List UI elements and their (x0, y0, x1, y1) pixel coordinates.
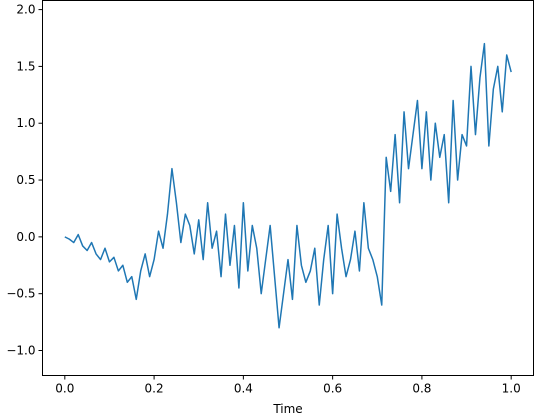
x-tick-label: 0.8 (412, 382, 431, 396)
plot-area (64, 42, 512, 329)
y-tick-label: 0.0 (16, 230, 35, 244)
y-tick-label: 2.0 (16, 3, 35, 17)
y-tick-label: 1.0 (16, 116, 35, 130)
y-tick-label: −0.5 (6, 287, 35, 301)
axes-frame (42, 0, 534, 376)
x-axis: 0.0 0.2 0.4 0.6 0.8 1.0 (55, 375, 521, 396)
x-tick-label: 0.6 (323, 382, 342, 396)
x-axis-title: Time (272, 402, 302, 416)
x-tick-label: 0.0 (55, 382, 74, 396)
y-tick-label: 1.5 (16, 59, 35, 73)
x-tick-label: 0.4 (234, 382, 253, 396)
y-axis: −1.0 −0.5 0.0 0.5 1.0 1.5 2.0 (6, 3, 43, 358)
y-tick-label: 0.5 (16, 173, 35, 187)
y-tick-label: −1.0 (6, 344, 35, 358)
x-tick-label: 1.0 (502, 382, 521, 396)
x-tick-label: 0.2 (145, 382, 164, 396)
series-line-0 (64, 42, 512, 329)
